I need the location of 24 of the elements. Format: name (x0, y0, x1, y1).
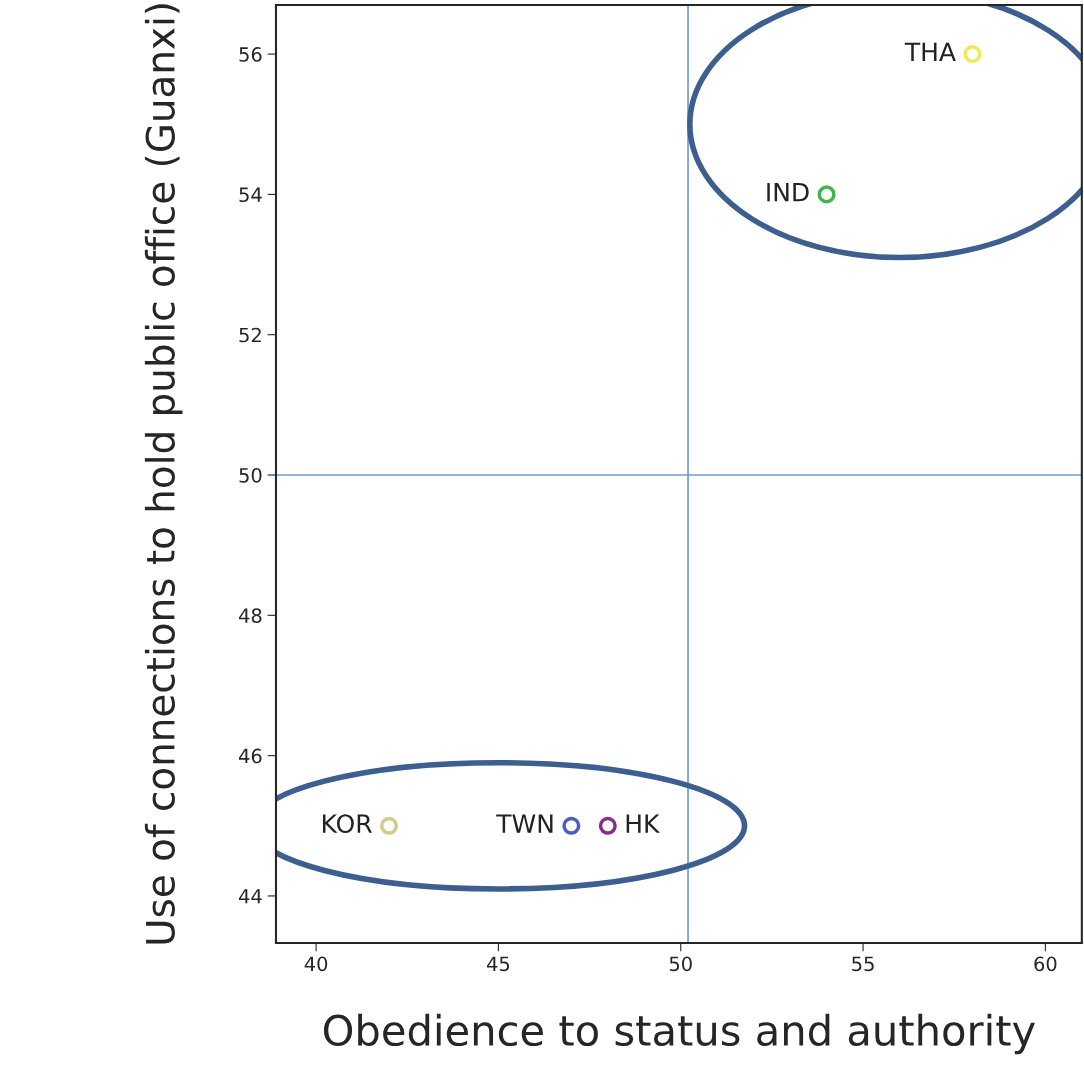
y-tick-label: 56 (239, 47, 262, 62)
x-tick-label: 60 (1034, 956, 1057, 972)
point (380, 816, 399, 835)
x-tick-label: 45 (486, 956, 510, 972)
y-axis-title: Use of connections to hold public office (Guanxi) (144, 4, 183, 944)
x-axis-title: Obedience to status and authority (323, 1013, 1035, 1055)
y-tick-label: 44 (239, 889, 262, 904)
y-tick-label: 48 (239, 608, 262, 623)
series-label: KOR (323, 814, 372, 834)
x-tick-label: 50 (669, 956, 692, 972)
point (598, 816, 617, 835)
series-label: IND (767, 183, 809, 202)
x-tick-label: 40 (304, 956, 328, 972)
point (562, 816, 581, 835)
y-tick-label: 46 (239, 748, 262, 764)
y-tick-label: 50 (239, 467, 262, 483)
series-label: THA (904, 42, 956, 61)
x-tick-label: 55 (852, 956, 874, 972)
y-tick-label: 52 (239, 327, 261, 343)
series-label: HK (626, 814, 660, 833)
series-label: TWN (496, 814, 553, 833)
point (963, 45, 982, 64)
point (817, 185, 836, 204)
y-tick-label: 54 (239, 187, 262, 203)
